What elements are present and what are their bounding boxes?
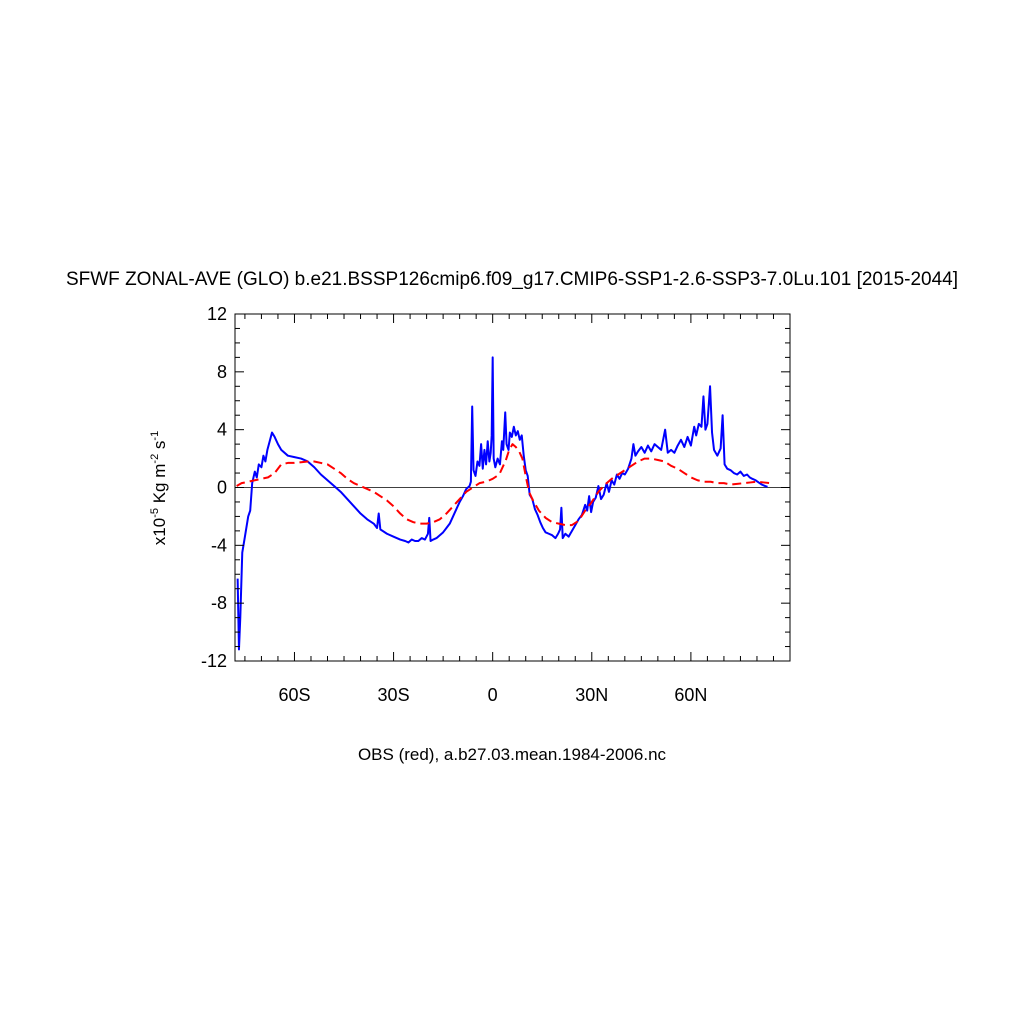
y-axis-label-exp1: -5 xyxy=(149,508,161,518)
y-axis-label: x10-5 Kg m-2 s-1 xyxy=(149,431,169,545)
x-tick-label: 30S xyxy=(378,685,410,705)
y-axis-label-mid: Kg m xyxy=(150,464,169,508)
y-tick-label: 12 xyxy=(207,304,227,324)
y-tick-label: -4 xyxy=(211,535,227,555)
series-line-1 xyxy=(236,443,774,527)
y-tick-label: 0 xyxy=(217,478,227,498)
series-line-0 xyxy=(236,356,768,651)
y-axis-label-exp2: -2 xyxy=(149,454,161,464)
x-tick-label: 30N xyxy=(575,685,608,705)
x-axis-label: OBS (red), a.b27.03.mean.1984-2006.nc xyxy=(358,745,667,764)
x-tick-label: 60S xyxy=(278,685,310,705)
plot-area: 12 8 4 0 -4 -8 -12 60S 30S 0 30N 60N xyxy=(201,304,791,705)
y-tick-label: -8 xyxy=(211,593,227,613)
x-tick-label: 0 xyxy=(488,685,498,705)
y-axis-label-exp3: -1 xyxy=(149,431,161,441)
x-tick-label: 60N xyxy=(674,685,707,705)
chart-title: SFWF ZONAL-AVE (GLO) b.e21.BSSP126cmip6.… xyxy=(66,269,958,290)
y-tick-label: 4 xyxy=(217,420,227,440)
y-tick-label: 8 xyxy=(217,362,227,382)
y-axis-label-mid2: s xyxy=(150,441,169,454)
y-tick-label: -12 xyxy=(201,651,227,671)
y-axis-label-prefix: x10 xyxy=(150,518,169,545)
